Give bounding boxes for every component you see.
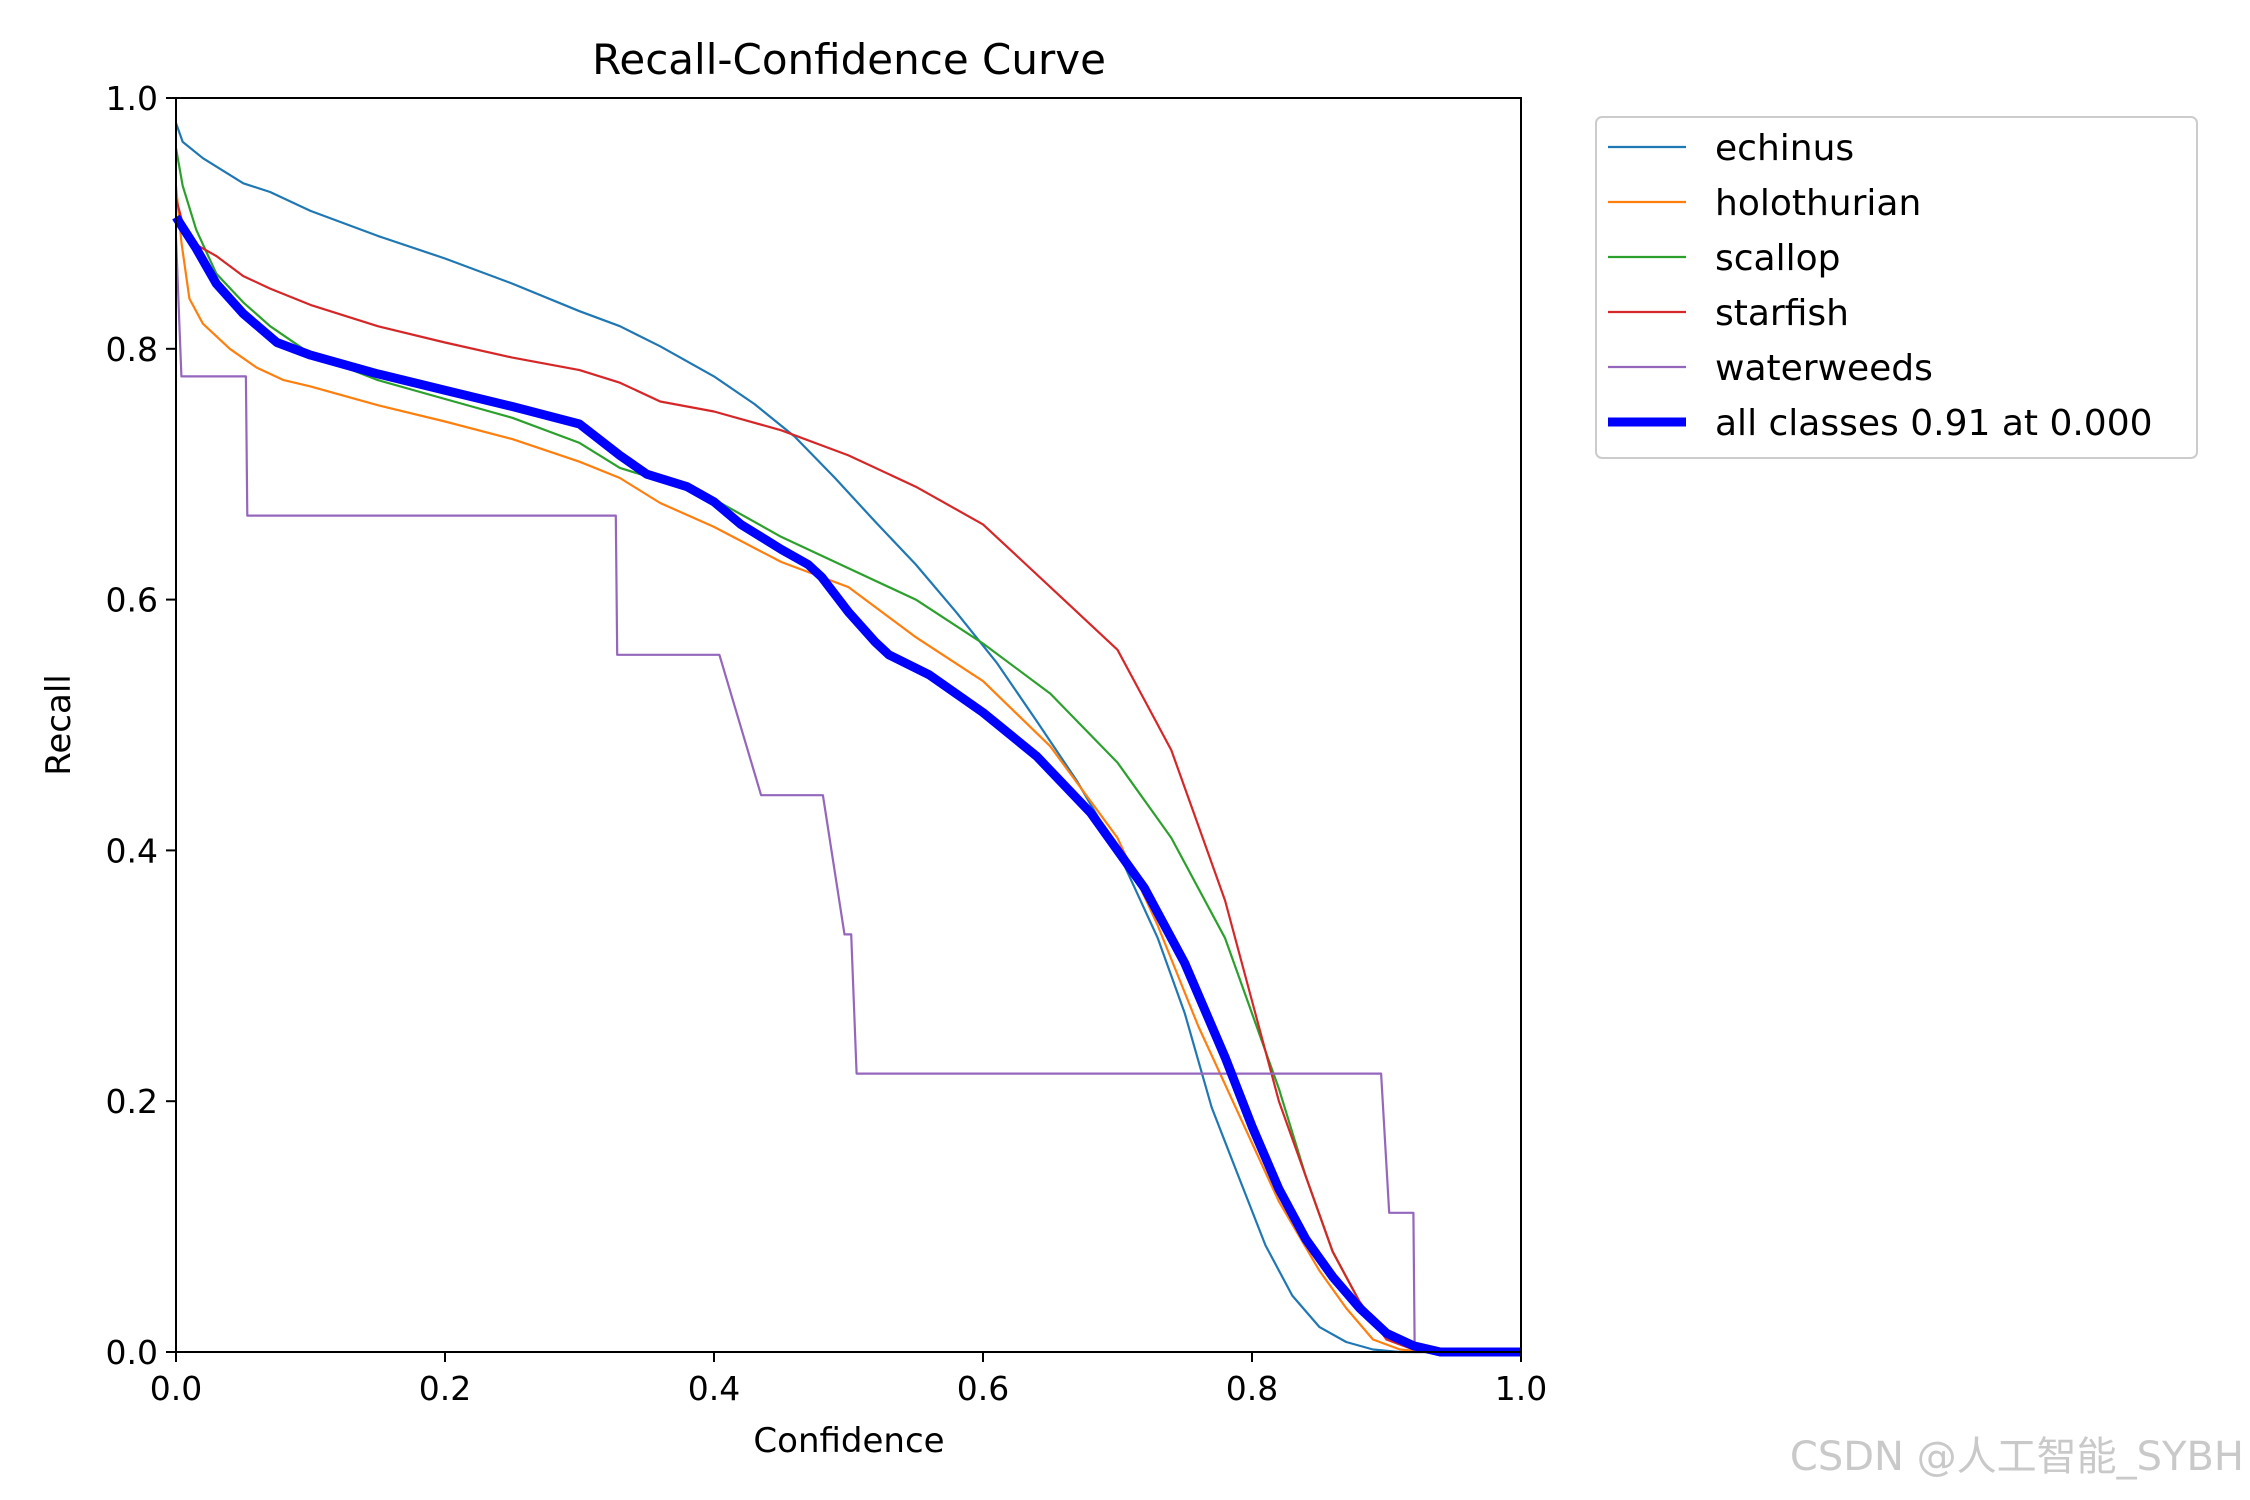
series-line-echinus [174, 122, 1521, 1354]
legend-label-holothurian: holothurian [1715, 183, 1921, 224]
y-tick-label: 0.4 [106, 831, 158, 870]
watermark: CSDN @人工智能_SYBH [1789, 1434, 2244, 1480]
y-tick-label: 0.6 [106, 581, 158, 620]
plot-lines [172, 122, 1521, 1357]
x-tick-label: 0.2 [419, 1369, 471, 1408]
series-line-holothurian [174, 185, 1521, 1354]
legend-label-waterweeds: waterweeds [1715, 348, 1933, 389]
series-line-all-classes-0-91-at-0-000 [172, 214, 1521, 1357]
y-axis-ticks: 0.0 0.2 0.4 0.6 0.8 1.0 [106, 79, 176, 1372]
y-tick-label: 0.0 [106, 1333, 158, 1372]
legend-box [1595, 116, 2198, 459]
legend-entries: echinus holothurian scallop starfish waterwe… [1608, 128, 2153, 444]
legend-label-starfish: starfish [1715, 293, 1849, 334]
y-tick-label: 0.8 [106, 330, 158, 369]
series-line-waterweeds [174, 237, 1521, 1354]
x-tick-label: 0.4 [688, 1369, 740, 1408]
x-tick-label: 0.6 [957, 1369, 1009, 1408]
legend-label-all-classes-0-91-at-0-000: all classes 0.91 at 0.000 [1715, 403, 2153, 444]
legend: echinus holothurian scallop starfish waterwe… [1595, 116, 2198, 459]
y-tick-label: 1.0 [106, 79, 158, 118]
x-tick-label: 0.8 [1226, 1369, 1278, 1408]
x-axis-label: Confidence [753, 1421, 944, 1461]
y-axis-label: Recall [39, 674, 79, 775]
legend-label-echinus: echinus [1715, 128, 1854, 169]
x-axis-ticks: 0.0 0.2 0.4 0.6 0.8 1.0 [150, 1352, 1547, 1408]
chart-title: Recall-Confidence Curve [592, 35, 1106, 84]
x-tick-label: 1.0 [1495, 1369, 1547, 1408]
plot-frame [175, 97, 1522, 1353]
series-line-starfish [174, 198, 1521, 1354]
series-line-scallop [174, 148, 1521, 1354]
legend-label-scallop: scallop [1715, 238, 1841, 279]
y-tick-label: 0.2 [106, 1082, 158, 1121]
x-tick-label: 0.0 [150, 1369, 202, 1408]
